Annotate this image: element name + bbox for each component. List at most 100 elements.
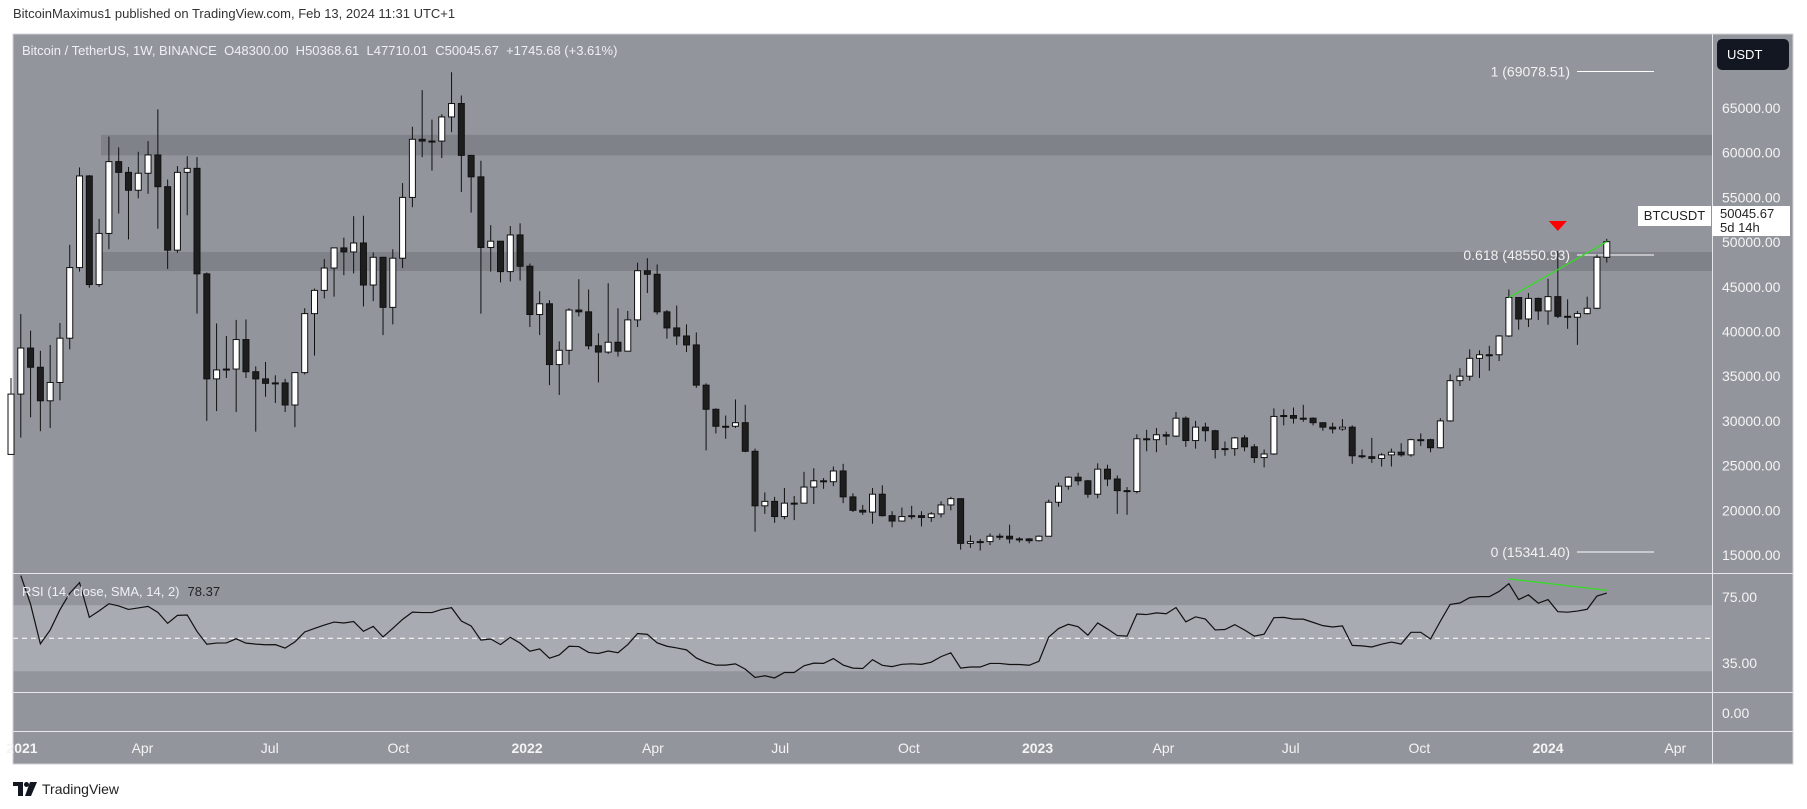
candle-down [497, 240, 504, 273]
support-resistance-zone [101, 134, 1712, 156]
candle-up [173, 171, 181, 251]
candle-up [1573, 313, 1581, 318]
candle-up [1544, 296, 1552, 312]
candle-up [1593, 256, 1601, 309]
candle-up [947, 498, 955, 506]
candle-up [506, 234, 514, 273]
last-price: 50045.67 [1720, 206, 1775, 221]
candle-down [1289, 415, 1297, 419]
candle-down [820, 480, 828, 483]
candle-up [966, 541, 974, 544]
candle-up [350, 242, 358, 253]
price-trendline [1508, 241, 1608, 299]
time-tick-label: Apr [132, 740, 154, 756]
candle-down [859, 509, 867, 513]
candle-down [467, 154, 475, 178]
candle-up [937, 504, 945, 515]
candle-down [1250, 446, 1258, 459]
candle-up [1338, 426, 1346, 430]
candle-up [487, 240, 495, 248]
candle-up [1466, 357, 1474, 377]
candle-down [1006, 535, 1014, 540]
time-tick-label: 2021 [6, 740, 37, 756]
candle-down [252, 371, 260, 380]
candle-down [957, 498, 965, 544]
candle-up [271, 382, 279, 385]
candle-down [193, 167, 201, 275]
price-tick-label: 20000.00 [1722, 502, 1781, 518]
candle-up [389, 257, 397, 308]
candle-down [1201, 426, 1209, 432]
time-tick-label: 2024 [1532, 740, 1563, 756]
candle-down [477, 176, 485, 248]
candle-up [1378, 454, 1386, 459]
candle-down [1564, 315, 1572, 318]
candle-up [810, 480, 818, 488]
currency-button[interactable]: USDT [1717, 39, 1789, 70]
candle-down [526, 265, 534, 316]
candle-down [124, 171, 132, 191]
candle-up [1387, 451, 1395, 456]
price-tick-label: 60000.00 [1722, 145, 1781, 161]
candle-down [1319, 422, 1327, 428]
symbol-legend: Bitcoin / TetherUS, 1W, BINANCE O48300.0… [22, 43, 617, 58]
candle-down [1074, 476, 1082, 482]
candle-down [1427, 439, 1435, 449]
candle-up [908, 515, 916, 518]
candle-up [330, 247, 338, 269]
candle-up [144, 154, 152, 174]
tradingview-logo-icon [13, 782, 37, 796]
candle-down [751, 450, 759, 507]
candle-up [310, 289, 318, 315]
candle-down [1113, 478, 1121, 492]
candle-down [1329, 426, 1337, 430]
candle-up [1064, 476, 1072, 487]
candle-down [164, 186, 172, 251]
candle-up [1524, 297, 1532, 320]
candle-down [1103, 468, 1111, 480]
tradingview-logo[interactable]: TradingView [13, 781, 119, 797]
down-triangle-marker [1548, 221, 1567, 232]
candle-down [673, 327, 681, 337]
candle-up [1299, 417, 1307, 420]
candle-down [1211, 430, 1219, 451]
rsi-trendline [1508, 578, 1607, 592]
candle-down [585, 311, 593, 347]
candle-down [702, 384, 710, 410]
candle-down [614, 341, 622, 352]
candle-down [1534, 297, 1542, 312]
candle-down [36, 366, 44, 402]
candle-up [291, 372, 299, 406]
candle-up [1417, 439, 1425, 442]
candle-down [1182, 417, 1190, 442]
candle-down [643, 270, 651, 275]
time-tick-label: 2022 [511, 740, 542, 756]
candle-up [1603, 241, 1611, 258]
candle-up [731, 422, 739, 427]
candle-up [1505, 297, 1513, 337]
fib-level-label: 0.618 (48550.93) [1463, 247, 1570, 263]
candle-up [624, 319, 632, 352]
price-tick-label: 40000.00 [1722, 324, 1781, 340]
price-tick-label: 30000.00 [1722, 413, 1781, 429]
candle-up [565, 309, 573, 351]
candle-up [536, 303, 544, 316]
candle-up [408, 138, 416, 198]
rsi-tick-label: 75.00 [1722, 589, 1757, 605]
candle-up [222, 368, 230, 371]
candle-up [320, 267, 328, 291]
candle-up [722, 425, 730, 428]
candle-up [996, 535, 1004, 538]
candle-down [115, 161, 123, 173]
candle-up [634, 270, 642, 321]
rsi-line [20, 575, 1607, 679]
fib-level-label: 1 (69078.51) [1491, 64, 1570, 80]
candle-up [1583, 307, 1591, 315]
candle-up [761, 500, 769, 507]
time-tick-label: 2023 [1022, 740, 1053, 756]
candle-up [780, 502, 788, 518]
rsi-tick-label: 35.00 [1722, 655, 1757, 671]
candle-up [56, 337, 64, 383]
candle-up [790, 502, 798, 505]
